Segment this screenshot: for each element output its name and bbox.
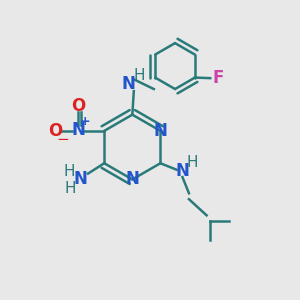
Text: O: O — [71, 97, 85, 115]
Text: N: N — [153, 122, 167, 140]
Text: N: N — [176, 162, 189, 180]
Text: N: N — [74, 170, 88, 188]
Text: N: N — [122, 75, 135, 93]
Text: F: F — [212, 69, 224, 87]
Text: +: + — [80, 115, 90, 128]
Text: H: H — [134, 68, 145, 83]
Text: H: H — [186, 155, 198, 170]
Text: O: O — [49, 122, 63, 140]
Text: N: N — [71, 121, 85, 139]
Text: H: H — [64, 181, 76, 196]
Text: −: − — [57, 132, 69, 147]
Text: N: N — [125, 170, 139, 188]
Text: H: H — [63, 164, 75, 179]
